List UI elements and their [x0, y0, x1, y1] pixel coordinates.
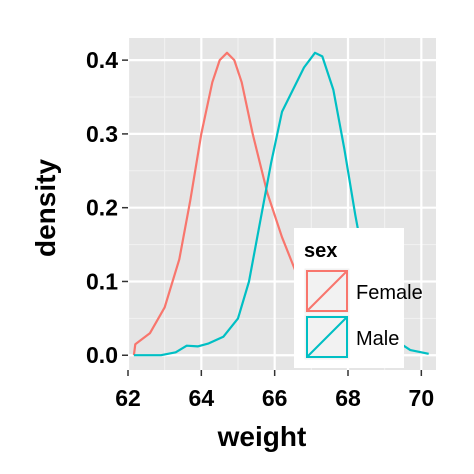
y-tick-label: 0.3 — [86, 121, 118, 147]
y-tick-label: 0.1 — [86, 268, 118, 294]
x-tick-label: 66 — [262, 385, 288, 411]
x-tick-label: 64 — [189, 385, 215, 411]
legend-item-male: Male — [303, 313, 399, 361]
legend-item-female: Female — [303, 267, 423, 315]
x-tick-label: 62 — [115, 385, 141, 411]
legend-key-swatch — [306, 316, 348, 358]
axis-ticks: 0.0 0.1 0.2 0.3 0.4 62 64 66 68 70 — [86, 47, 434, 411]
y-tick-label: 0.0 — [86, 342, 118, 368]
legend-title: sex — [304, 240, 337, 262]
y-tick-label: 0.2 — [86, 195, 118, 221]
legend-key-swatch — [306, 270, 348, 312]
legend: sex Female Male — [294, 228, 423, 368]
legend-items: Female Male — [303, 267, 423, 361]
x-axis-title: weight — [217, 421, 307, 452]
legend-key-line — [306, 270, 348, 312]
legend-label: Male — [356, 328, 399, 350]
x-tick-label: 68 — [335, 385, 361, 411]
legend-label: Female — [356, 282, 423, 304]
legend-key-line — [306, 316, 348, 358]
y-tick-label: 0.4 — [86, 47, 118, 73]
y-axis-title: density — [30, 159, 61, 257]
x-tick-label: 70 — [409, 385, 435, 411]
